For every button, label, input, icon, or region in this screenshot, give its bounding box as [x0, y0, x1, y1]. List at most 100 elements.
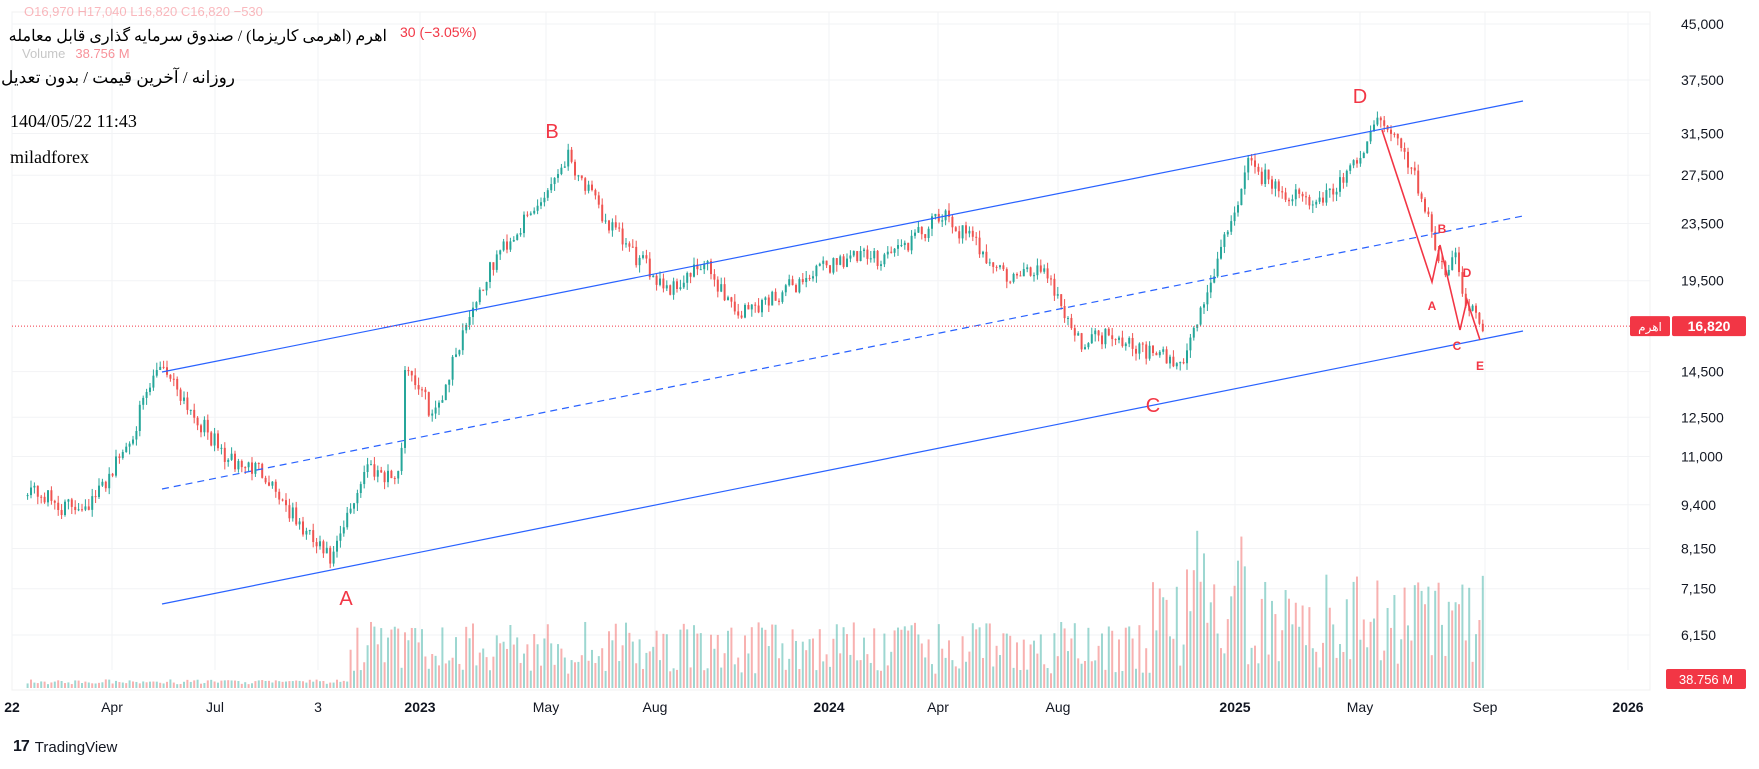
volume-bar: [529, 670, 532, 688]
volume-bar: [859, 660, 862, 688]
candle-body: [1271, 179, 1274, 189]
candle-body: [257, 462, 260, 464]
candle-body: [550, 184, 553, 191]
volume-bar: [672, 668, 675, 688]
candle-body: [1169, 356, 1172, 364]
volume-bar: [1373, 618, 1376, 688]
volume-bar: [1118, 639, 1121, 688]
candle-body: [346, 512, 349, 528]
volume-bar: [866, 654, 869, 688]
volume-layer: [26, 530, 1484, 688]
candle-body: [278, 491, 281, 500]
symbol-title: اهرم (اهرمی کاریزما) / صندوق سرمایه گذار…: [8, 28, 387, 45]
volume-bar: [591, 649, 594, 688]
candle-body: [407, 370, 410, 372]
candle-body: [363, 472, 366, 485]
candle-body: [764, 297, 767, 300]
volume-bar: [829, 666, 832, 688]
candle-body: [839, 256, 842, 265]
candle-body: [1277, 181, 1280, 192]
candle-body: [1138, 343, 1141, 354]
candle-body: [917, 227, 920, 233]
volume-bar: [869, 662, 872, 688]
candle-body: [812, 276, 815, 279]
volume-bar: [359, 670, 362, 688]
candle-body: [1101, 335, 1104, 345]
volume-bar: [455, 637, 458, 688]
candle-body: [601, 204, 604, 222]
volume-bar: [1288, 598, 1291, 688]
volume-bar: [995, 645, 998, 688]
candle-body: [1247, 158, 1250, 173]
candle-body: [1084, 347, 1087, 350]
volume-bar: [856, 660, 859, 688]
volume-bar: [247, 684, 250, 688]
volume-bar: [1111, 630, 1114, 688]
volume-bar: [1237, 560, 1240, 688]
candle-body: [349, 508, 352, 513]
candle-body: [992, 262, 995, 267]
volume-bar: [1393, 595, 1396, 688]
volume-bar: [730, 627, 733, 688]
candle-body: [958, 231, 961, 239]
volume-bar: [597, 656, 600, 688]
volume-bar: [159, 682, 162, 688]
price-tick-label: 19,500: [1681, 273, 1724, 289]
candle-body: [121, 452, 124, 458]
volume-bar: [553, 664, 556, 688]
candle-body: [206, 419, 209, 433]
volume-tag-label: 38.756 M: [1679, 672, 1733, 687]
volume-bar: [951, 660, 954, 688]
volume-bar: [1162, 597, 1165, 688]
candle-body: [87, 506, 90, 510]
candle-body: [1233, 212, 1236, 222]
volume-bar: [84, 681, 87, 688]
candle-body: [519, 233, 522, 235]
candle-body: [104, 481, 107, 489]
candle-body: [1335, 191, 1338, 195]
candle-body: [47, 490, 50, 503]
candle-body: [84, 506, 87, 510]
volume-bar: [495, 635, 498, 688]
volume-bar: [852, 622, 855, 688]
ohlc-readout: O16,970 H17,040 L16,820 C16,820 −530: [24, 4, 263, 19]
candle-body: [295, 507, 298, 525]
volume-bar: [1328, 607, 1331, 688]
candle-body: [53, 500, 56, 503]
volume-bar: [1070, 638, 1073, 688]
tradingview-logo[interactable]: 17 TradingView: [13, 738, 117, 756]
volume-bar: [322, 681, 325, 688]
candle-body: [1145, 344, 1148, 359]
volume-bar: [492, 656, 495, 688]
candle-body: [506, 241, 509, 250]
candle-body: [312, 530, 315, 543]
candle-body: [1281, 191, 1284, 193]
candle-body: [1039, 265, 1042, 272]
candle-body: [210, 432, 213, 446]
volume-bar: [332, 682, 335, 688]
volume-bar: [101, 682, 104, 688]
candle-body: [767, 297, 770, 306]
volume-bar: [376, 644, 379, 688]
volume-bar: [302, 681, 305, 688]
volume-bar: [958, 668, 961, 688]
volume-bar: [74, 680, 77, 688]
volume-bar: [1155, 630, 1158, 688]
volume-bar: [890, 651, 893, 688]
volume-bar: [587, 660, 590, 688]
candle-body: [866, 249, 869, 259]
candle-body: [186, 397, 189, 410]
candle-body: [33, 485, 36, 488]
candle-body: [676, 281, 679, 289]
candle-body: [308, 530, 311, 532]
volume-bar: [628, 632, 631, 688]
volume-bar: [1430, 655, 1433, 688]
volume-bar: [1308, 607, 1311, 688]
volume-bar: [832, 638, 835, 688]
candle-body: [152, 375, 155, 388]
volume-bar: [1080, 663, 1083, 688]
time-tick-label: 2025: [1219, 699, 1250, 715]
volume-bar: [349, 649, 352, 688]
